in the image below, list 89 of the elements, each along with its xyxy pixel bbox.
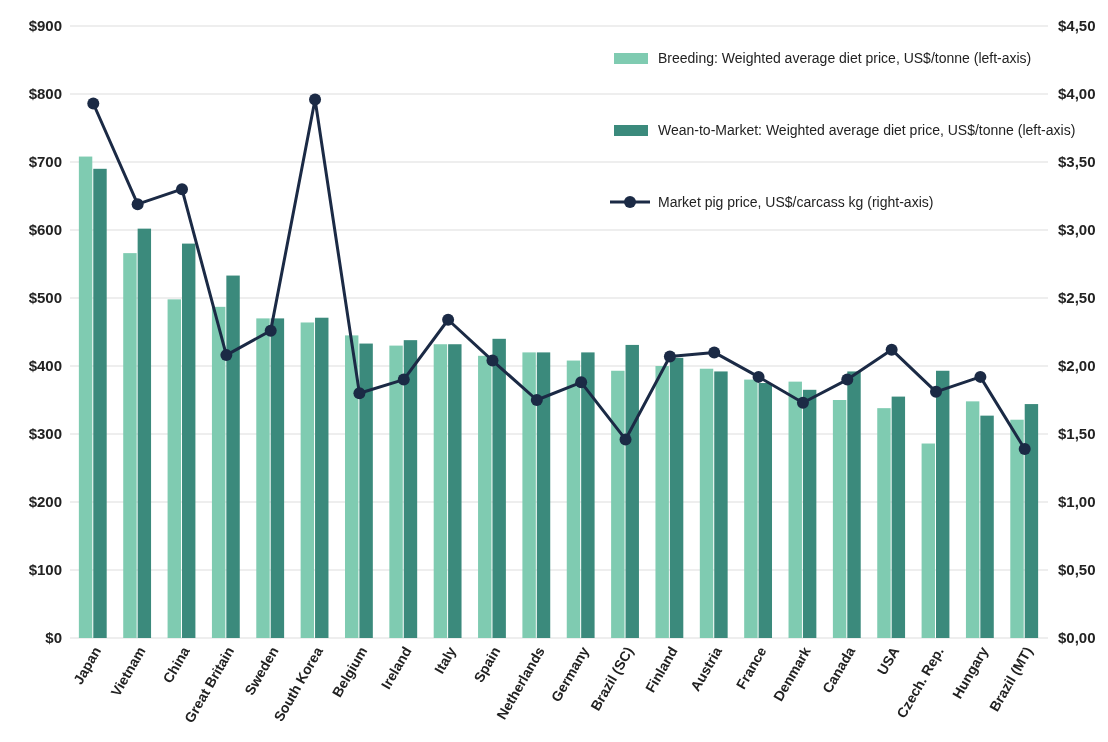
y-tick-label: $400 (28, 357, 62, 375)
bar (300, 322, 315, 638)
y2-tick-label: $2,00 (1058, 357, 1096, 375)
bar (1024, 404, 1039, 638)
bar (566, 360, 581, 638)
point (974, 370, 987, 383)
point (353, 387, 366, 400)
bar (211, 306, 226, 638)
y-tick-label: $500 (28, 289, 62, 307)
bar (78, 156, 93, 638)
bar (936, 370, 950, 638)
bar (522, 352, 536, 638)
y2-tick-label: $3,00 (1058, 221, 1096, 239)
y2-tick-label: $4,50 (1058, 17, 1096, 35)
y-tick-label: $800 (28, 85, 62, 103)
bar (137, 228, 152, 638)
bar (315, 317, 329, 638)
point (930, 385, 943, 398)
bar (270, 318, 285, 638)
point (575, 376, 588, 389)
bar (891, 396, 906, 638)
y-tick-label: $300 (28, 425, 62, 443)
bar (433, 344, 448, 638)
bar (478, 355, 492, 638)
bar (714, 371, 728, 638)
y2-tick-label: $2,50 (1058, 289, 1096, 307)
y2-tick-label: $3,50 (1058, 153, 1096, 171)
bar (359, 343, 373, 638)
bar (669, 357, 684, 638)
y-tick-label: $100 (28, 561, 62, 579)
bar (699, 368, 714, 638)
bar (167, 299, 181, 638)
bar (123, 253, 137, 638)
point (486, 354, 499, 367)
point (708, 346, 721, 359)
y-tick-label: $900 (28, 17, 62, 35)
legend-label: Market pig price, US$/carcass kg (right-axis) (658, 193, 934, 210)
y-tick-label: $700 (28, 153, 62, 171)
bar (344, 335, 359, 638)
bar (1010, 419, 1024, 638)
y-tick-label: $0 (45, 629, 62, 647)
bar (980, 415, 994, 638)
point (264, 324, 277, 337)
y2-tick-label: $0,50 (1058, 561, 1096, 579)
bar (847, 371, 861, 638)
y-tick-label: $200 (28, 493, 62, 511)
bar (744, 379, 758, 638)
point (397, 373, 410, 386)
point (752, 370, 765, 383)
bar (802, 389, 817, 638)
bar (448, 344, 462, 638)
bar (921, 443, 936, 638)
bar (389, 345, 403, 638)
bar (93, 168, 107, 638)
y2-tick-label: $4,00 (1058, 85, 1096, 103)
bar (181, 243, 196, 638)
point (1018, 442, 1031, 455)
legend-label: Breeding: Weighted average diet price, US$/tonne (left-axis) (658, 49, 1032, 66)
bar (256, 318, 270, 638)
bar (581, 352, 595, 638)
bar (625, 344, 639, 638)
point (530, 394, 543, 406)
bar (403, 340, 418, 638)
bar (788, 381, 802, 638)
bar (536, 352, 551, 638)
point (796, 396, 809, 409)
bar (965, 401, 980, 638)
bar (492, 338, 506, 638)
point (131, 198, 144, 211)
point (309, 93, 322, 106)
point (841, 373, 854, 386)
bar (655, 366, 669, 638)
y2-tick-label: $0,00 (1058, 629, 1096, 647)
legend-label: Wean-to-Market: Weighted average diet price, US$/tonne (left-axis) (658, 121, 1076, 138)
point (87, 97, 100, 110)
y-tick-label: $600 (28, 221, 62, 239)
point (663, 350, 676, 363)
point (175, 183, 188, 196)
point (619, 433, 632, 446)
bar (226, 275, 240, 638)
point (442, 313, 455, 326)
bar (877, 408, 891, 638)
y2-tick-label: $1,50 (1058, 425, 1096, 443)
point (220, 349, 233, 362)
bar (832, 400, 847, 638)
bar (758, 383, 773, 638)
point (885, 343, 898, 356)
bar (611, 370, 625, 638)
y2-tick-label: $1,00 (1058, 493, 1096, 511)
